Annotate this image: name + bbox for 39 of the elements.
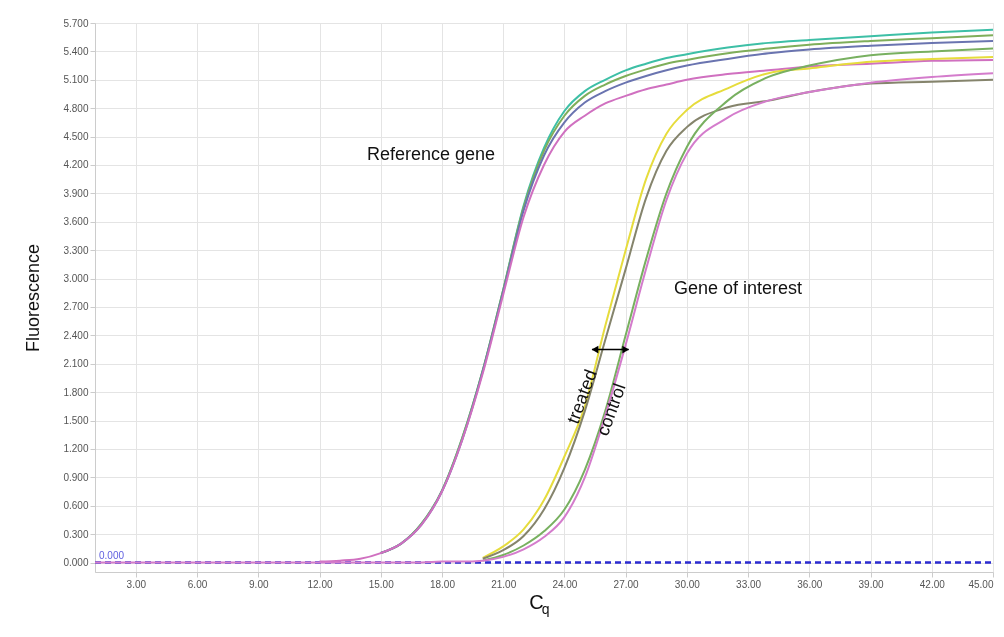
annotation: Gene of interest: [673, 278, 803, 298]
y-tick-label: 4.500: [63, 131, 89, 143]
x-tick-label: 39.00: [858, 578, 884, 590]
x-tick-label: 6.00: [187, 578, 208, 590]
y-tick-label: 0.900: [63, 471, 89, 483]
y-tick-label: 5.700: [63, 17, 89, 29]
ref-line-label: 0.000: [99, 549, 125, 561]
y-tick-label: 2.100: [63, 358, 89, 370]
y-tick-label: 2.400: [63, 329, 89, 341]
x-tick-label: 21.00: [491, 578, 517, 590]
x-tick-label: 15.00: [368, 578, 395, 590]
y-tick-label: 3.000: [63, 273, 89, 285]
y-tick-label: 3.600: [63, 216, 89, 228]
y-tick-label: 1.500: [63, 415, 89, 427]
y-tick-label: 1.800: [63, 386, 89, 398]
y-axis-title: Fluorescence: [23, 243, 44, 353]
x-tick-label: 42.00: [919, 578, 946, 590]
y-tick-label: 0.000: [63, 557, 89, 569]
x-tick-label: 3.00: [126, 578, 147, 590]
x-tick-label: 36.00: [797, 578, 823, 590]
y-tick-label: 0.300: [63, 528, 89, 540]
x-tick-label: 24.00: [552, 578, 578, 590]
x-tick-label: 27.00: [613, 578, 640, 590]
y-tick-label: 1.200: [63, 443, 89, 455]
y-tick-label: 4.800: [63, 102, 89, 114]
x-tick-label: 12.00: [307, 578, 333, 590]
y-tick-label: 0.600: [63, 500, 89, 512]
x-tick-label: 18.00: [429, 578, 456, 590]
x-tick-label: 45.00: [968, 578, 994, 590]
x-tick-label: 33.00: [736, 578, 762, 590]
x-tick-label: 30.00: [674, 578, 701, 590]
y-tick-label: 3.900: [63, 187, 89, 199]
x-tick-label: 9.00: [249, 578, 269, 590]
y-tick-label: 3.300: [63, 244, 89, 256]
y-tick-label: 5.400: [63, 45, 89, 57]
annotation: Reference gene: [366, 144, 496, 164]
y-tick-label: 2.700: [63, 301, 89, 313]
y-tick-label: 4.200: [63, 159, 89, 171]
y-tick-label: 5.100: [63, 74, 89, 86]
